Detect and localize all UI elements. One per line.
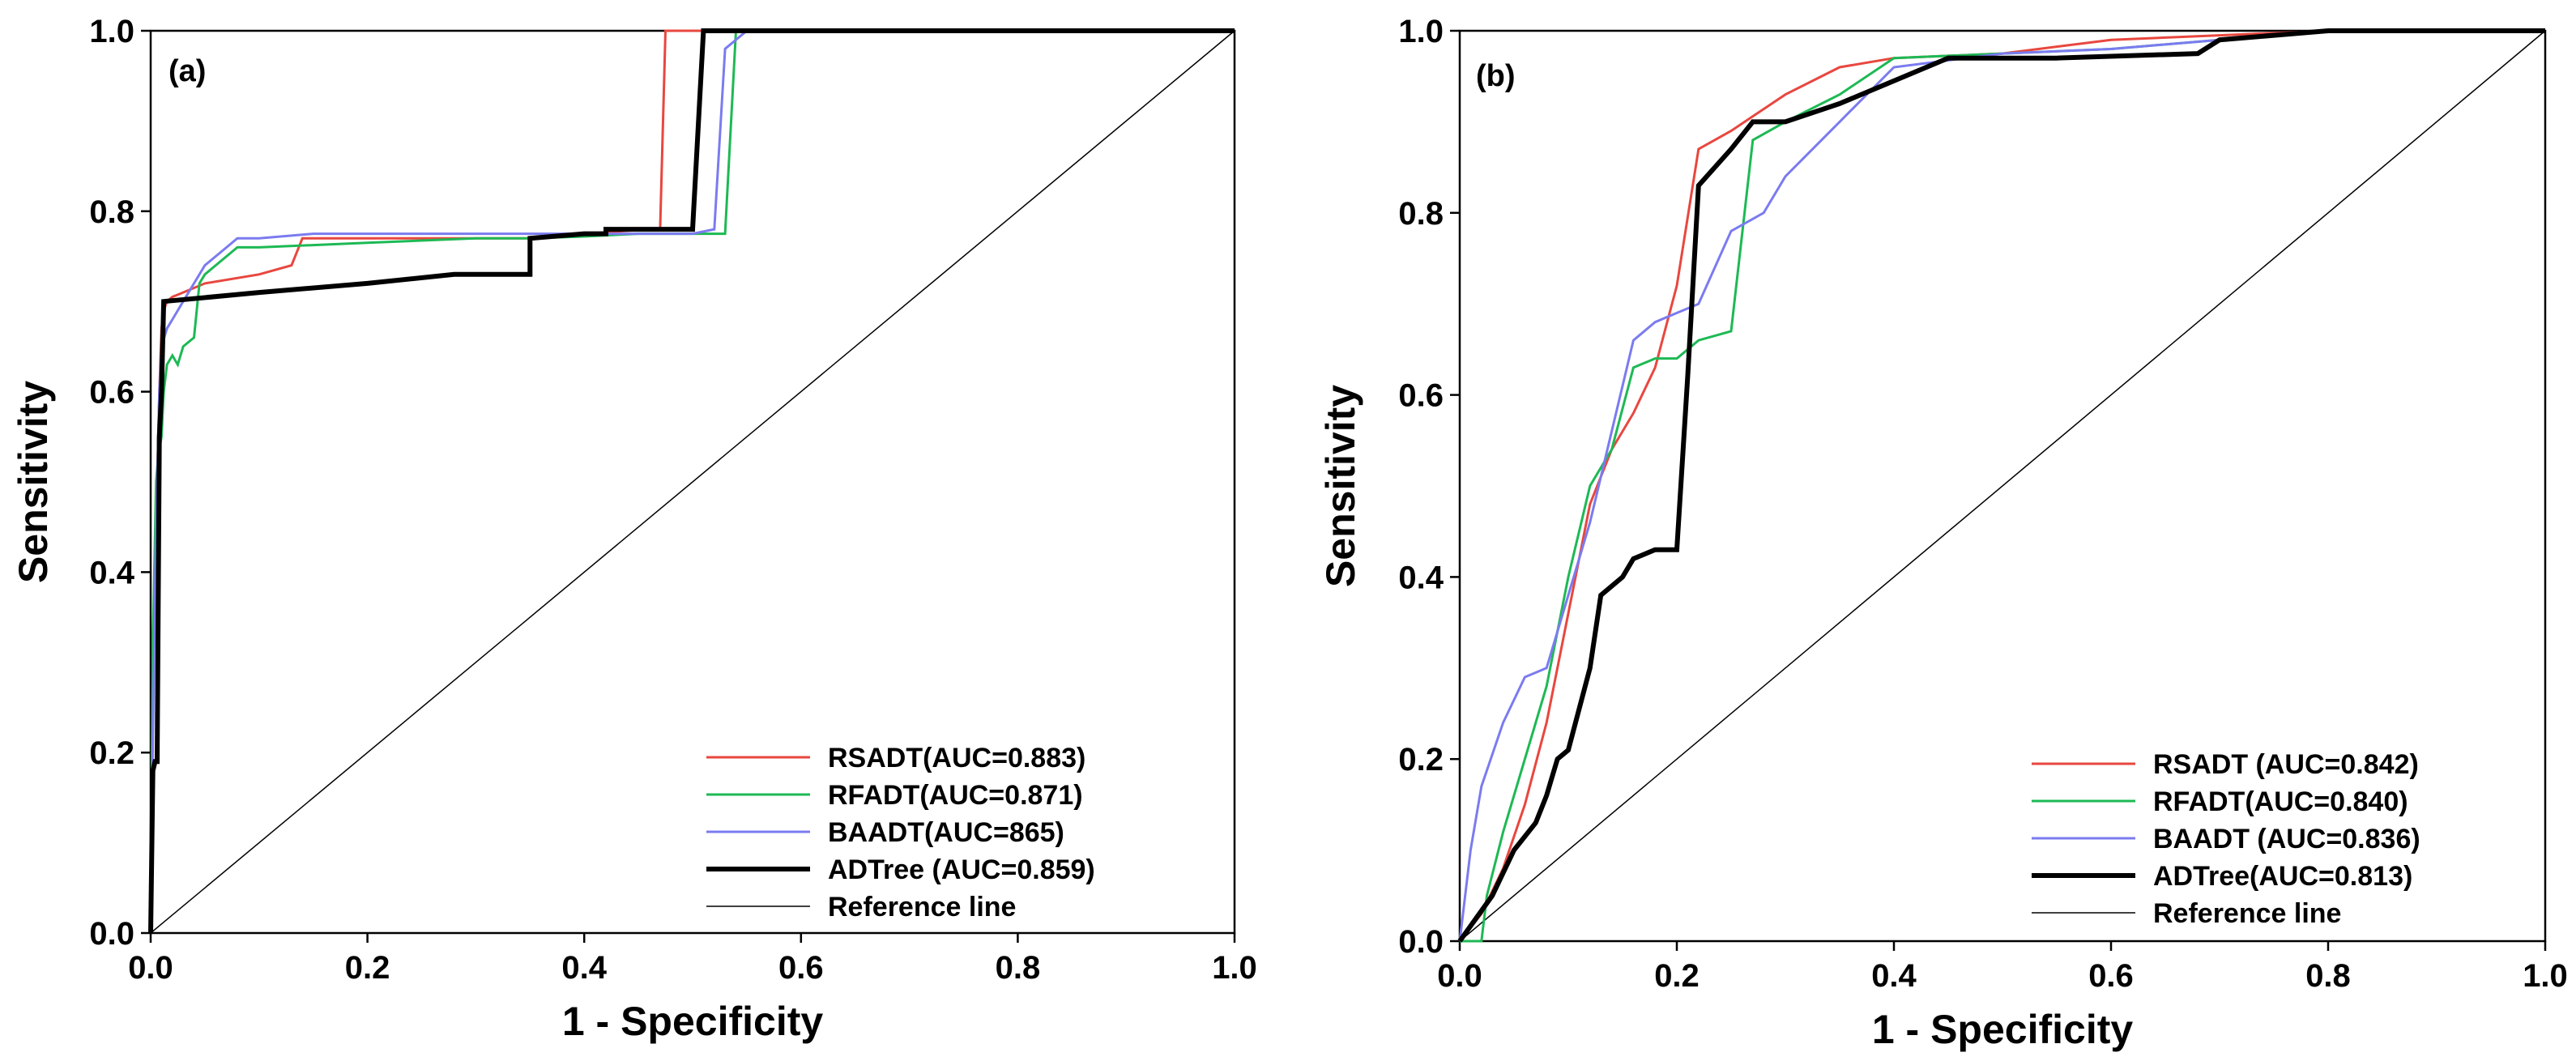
legend-label: BAADT (AUC=0.836) bbox=[2153, 824, 2420, 854]
x-tick-label: 0.8 bbox=[996, 950, 1041, 986]
panel-a: 0.0 0.2 0.4 0.6 0.8 1.0 0.0 0.2 0.4 0.6 0.8 1.0 (a… bbox=[11, 14, 1257, 1044]
x-axis-ticks: 0.0 0.2 0.4 0.6 0.8 1.0 bbox=[1437, 941, 2568, 994]
y-tick-label: 0.0 bbox=[89, 916, 134, 952]
legend-label: RFADT(AUC=0.840) bbox=[2153, 786, 2408, 817]
plot-area-border bbox=[1458, 29, 2547, 943]
series-line-reference-line bbox=[1459, 30, 2546, 942]
series-line-rsadt bbox=[1458, 29, 2545, 942]
x-tick-label: 0.0 bbox=[1437, 958, 1482, 994]
x-tick-label: 0.2 bbox=[1654, 958, 1700, 994]
series-line-adtree bbox=[1457, 28, 2545, 943]
panel-label: (b) bbox=[1476, 59, 1516, 93]
y-tick-label: 1.0 bbox=[89, 14, 134, 49]
x-tick-label: 0.6 bbox=[2088, 958, 2134, 994]
legend-label: ADTree (AUC=0.859) bbox=[828, 854, 1095, 885]
x-tick-label: 0.8 bbox=[2305, 958, 2351, 994]
series-layer bbox=[1457, 28, 2546, 943]
y-tick-label: 0.8 bbox=[1398, 196, 1444, 232]
legend-label: Reference line bbox=[828, 892, 1016, 923]
y-tick-label: 0.6 bbox=[89, 375, 134, 411]
legend-label: Reference line bbox=[2153, 898, 2341, 929]
series-line-baadt bbox=[1458, 29, 2545, 942]
legend-label: RSADT(AUC=0.883) bbox=[828, 743, 1085, 773]
x-tick-label: 0.4 bbox=[561, 950, 607, 986]
y-axis-ticks: 0.0 0.2 0.4 0.6 0.8 1.0 bbox=[1398, 14, 1460, 960]
x-axis-title: 1 - Specificity bbox=[562, 999, 824, 1044]
series-layer bbox=[148, 28, 1235, 934]
x-tick-label: 0.4 bbox=[1871, 958, 1917, 994]
y-tick-label: 0.2 bbox=[89, 735, 134, 771]
legend: RSADT(AUC=0.883) RFADT(AUC=0.871) BAADT(AU… bbox=[706, 743, 1095, 923]
legend-label: BAADT(AUC=865) bbox=[828, 817, 1064, 848]
y-tick-label: 0.2 bbox=[1398, 742, 1444, 778]
y-tick-label: 0.6 bbox=[1398, 378, 1444, 414]
y-axis-title: Sensitivity bbox=[11, 381, 56, 583]
x-axis-ticks: 0.0 0.2 0.4 0.6 0.8 1.0 bbox=[128, 933, 1257, 986]
legend-label: ADTree(AUC=0.813) bbox=[2153, 861, 2412, 892]
y-tick-label: 0.0 bbox=[1398, 924, 1444, 960]
y-tick-label: 0.4 bbox=[89, 555, 134, 590]
y-tick-label: 0.8 bbox=[89, 194, 134, 230]
x-tick-label: 1.0 bbox=[1212, 950, 1257, 986]
panel-label: (a) bbox=[168, 54, 206, 88]
y-tick-label: 0.4 bbox=[1398, 560, 1444, 595]
legend: RSADT (AUC=0.842) RFADT(AUC=0.840) BAADT (… bbox=[2032, 749, 2420, 929]
x-tick-label: 1.0 bbox=[2523, 958, 2568, 994]
panel-b: 0.0 0.2 0.4 0.6 0.8 1.0 0.0 0.2 0.4 0.6 0.8 1.0 (b… bbox=[1318, 14, 2568, 1052]
y-axis-ticks: 0.0 0.2 0.4 0.6 0.8 1.0 bbox=[89, 14, 151, 952]
y-tick-label: 1.0 bbox=[1398, 14, 1444, 49]
x-tick-label: 0.0 bbox=[128, 950, 173, 986]
x-tick-label: 0.2 bbox=[345, 950, 390, 986]
legend-label: RSADT (AUC=0.842) bbox=[2153, 749, 2419, 780]
x-axis-title: 1 - Specificity bbox=[1872, 1007, 2134, 1052]
series-line-adtree bbox=[148, 28, 1235, 934]
legend-label: RFADT(AUC=0.871) bbox=[828, 780, 1083, 811]
x-tick-label: 0.6 bbox=[778, 950, 824, 986]
series-line-reference-line bbox=[150, 30, 1235, 934]
y-axis-title: Sensitivity bbox=[1318, 385, 1363, 587]
